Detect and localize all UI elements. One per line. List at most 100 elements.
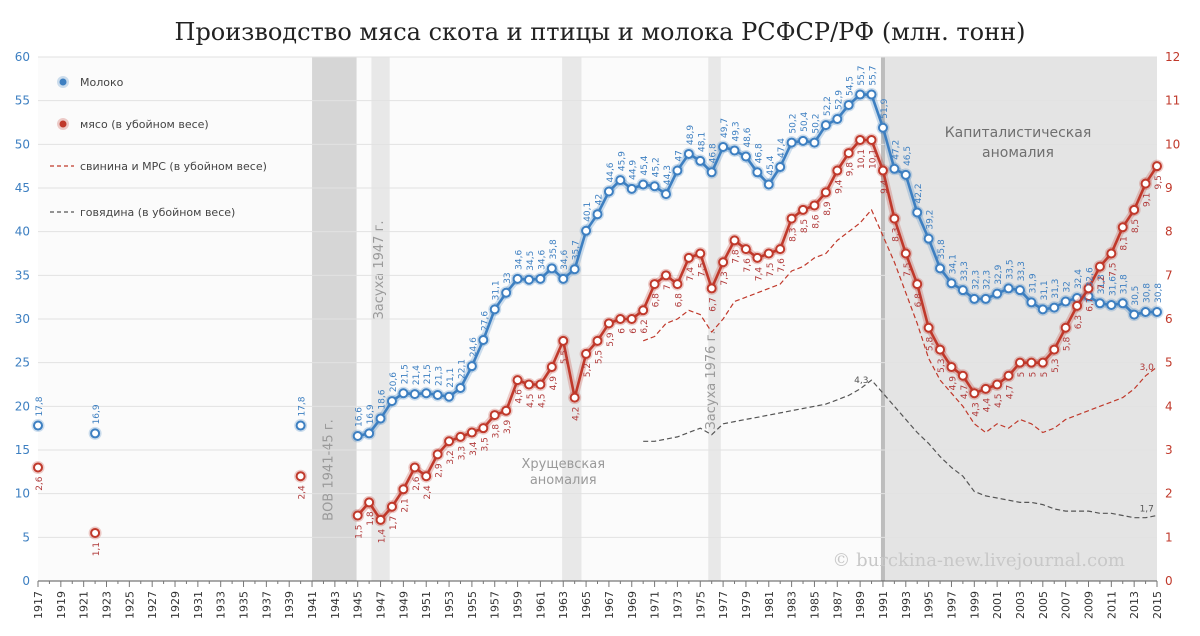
x-tick-1921: 1921 bbox=[78, 591, 91, 619]
series-2-line-0 bbox=[642, 209, 1158, 434]
series-1-point-1957 bbox=[489, 410, 500, 421]
series-1-point-1986 bbox=[820, 187, 831, 198]
series-1-point-2013 bbox=[1129, 204, 1140, 215]
series-0-label-2000: 32,3 bbox=[983, 270, 993, 290]
x-tick-1931: 1931 bbox=[192, 591, 205, 619]
x-tick-1977: 1977 bbox=[717, 591, 730, 619]
series-1-label-2009: 6,7 bbox=[1085, 297, 1095, 311]
series-0-point-1999 bbox=[969, 293, 980, 304]
series-layer bbox=[31, 88, 1164, 540]
series-0-point-2015 bbox=[1152, 307, 1162, 318]
y-right-tick-0: 0 bbox=[1165, 574, 1173, 588]
series-1-point-2004 bbox=[1026, 357, 1037, 368]
series-0-point-1953 bbox=[444, 391, 455, 402]
series-0-label-1955: 24,6 bbox=[469, 337, 479, 357]
series-1-point-1953 bbox=[444, 436, 455, 447]
chart-title: Производство мяса скота и птицы и молока… bbox=[175, 18, 1026, 46]
x-tick-1961: 1961 bbox=[534, 591, 547, 619]
series-0-point-1992 bbox=[889, 163, 900, 174]
y-right-tick-9: 9 bbox=[1165, 181, 1173, 195]
series-0-point-1980 bbox=[752, 167, 763, 178]
y-left-tick-20: 20 bbox=[15, 399, 30, 413]
series-0-point-2006 bbox=[1049, 302, 1060, 313]
series-1-point-1988 bbox=[843, 148, 854, 159]
series-1-label-2010: 7,2 bbox=[1097, 276, 1107, 290]
series-1-label-1922: 1,1 bbox=[92, 542, 102, 556]
series-0-point-2014 bbox=[1140, 307, 1151, 318]
x-tick-1919: 1919 bbox=[55, 591, 68, 619]
legend-label-0: Молоко bbox=[80, 76, 124, 89]
series-0-label-1981: 45,4 bbox=[766, 155, 776, 175]
series-1-label-1969: 6 bbox=[629, 328, 639, 334]
series-0-point-1955 bbox=[466, 361, 477, 372]
series-0-point-1961 bbox=[535, 273, 546, 284]
series-0-label-1917: 17,8 bbox=[35, 396, 45, 416]
series-1-point-1981 bbox=[763, 248, 774, 259]
series-1-label-1987: 9,4 bbox=[834, 179, 844, 194]
y-right-tick-4: 4 bbox=[1165, 399, 1173, 413]
series-0-label-2004: 31,9 bbox=[1028, 273, 1038, 293]
series-1-label-1996: 5,3 bbox=[937, 359, 947, 373]
x-tick-2015: 2015 bbox=[1151, 591, 1164, 619]
series-1-point-1985 bbox=[809, 200, 820, 211]
series-1-label-1980: 7,4 bbox=[754, 267, 764, 282]
y-right-tick-6: 6 bbox=[1165, 312, 1173, 326]
series-1-point-2003 bbox=[1014, 357, 1025, 368]
series-0-point-1988 bbox=[843, 100, 854, 111]
y-left-tick-50: 50 bbox=[15, 137, 30, 151]
series-0-point-1922 bbox=[90, 428, 101, 439]
x-tick-1989: 1989 bbox=[854, 591, 867, 619]
series-1-point-1966 bbox=[592, 335, 603, 346]
series-1-label-1986: 8,9 bbox=[823, 201, 833, 216]
x-tick-1955: 1955 bbox=[466, 591, 479, 619]
series-3-label-1989: 4,3 bbox=[854, 376, 868, 386]
series-1-label-1985: 8,6 bbox=[811, 214, 821, 229]
series-0-label-2001: 32,9 bbox=[994, 264, 1004, 284]
series-0-point-1945 bbox=[352, 431, 363, 442]
series-1-point-1978 bbox=[729, 235, 740, 246]
series-0-point-1973 bbox=[672, 165, 683, 176]
series-1-label-1983: 8,3 bbox=[789, 228, 799, 242]
series-0-point-1964 bbox=[569, 264, 580, 275]
y-left-tick-5: 5 bbox=[22, 530, 30, 544]
series-0-label-2013: 30,5 bbox=[1131, 286, 1141, 306]
series-1-point-1972 bbox=[661, 270, 672, 281]
series-1-label-1961: 4,5 bbox=[537, 394, 547, 408]
x-tick-1947: 1947 bbox=[375, 591, 388, 619]
x-tick-2009: 2009 bbox=[1082, 591, 1095, 619]
series-1-label-1948: 1,7 bbox=[389, 516, 399, 530]
x-tick-1965: 1965 bbox=[580, 591, 593, 619]
series-0-point-1975 bbox=[695, 155, 706, 166]
x-tick-1935: 1935 bbox=[238, 591, 251, 619]
series-0-point-1952 bbox=[432, 389, 443, 400]
band-label-2: Засуха 1976 г. bbox=[704, 330, 719, 429]
series-1-label-2000: 4,4 bbox=[983, 398, 993, 413]
series-1-point-1962 bbox=[546, 362, 557, 373]
x-tick-1997: 1997 bbox=[945, 591, 958, 619]
series-0-label-2006: 31,3 bbox=[1051, 279, 1061, 299]
series-1-label-1991: 9,4 bbox=[880, 179, 890, 194]
series-0-label-1995: 39,2 bbox=[926, 210, 936, 230]
series-0-point-1993 bbox=[900, 169, 911, 180]
series-0-point-1970 bbox=[638, 179, 649, 190]
series-1-point-1987 bbox=[832, 165, 843, 176]
series-1-label-1979: 7,6 bbox=[743, 258, 753, 273]
series-1-point-1952 bbox=[432, 449, 443, 460]
series-1-point-1968 bbox=[615, 314, 626, 324]
series-1-label-1974: 7,4 bbox=[686, 267, 696, 282]
x-tick-1939: 1939 bbox=[283, 591, 296, 619]
series-0-point-1972 bbox=[661, 189, 672, 200]
series-1-label-2006: 5,3 bbox=[1051, 359, 1061, 373]
series-1-label-1917: 2,6 bbox=[35, 476, 45, 491]
series-0-label-1946: 16,9 bbox=[366, 404, 376, 424]
series-1-label-1947: 1,4 bbox=[378, 529, 388, 544]
series-0-point-1997 bbox=[946, 278, 957, 289]
series-0-point-2012 bbox=[1117, 298, 1128, 309]
series-0-label-1987: 52,9 bbox=[834, 90, 844, 110]
y-left-tick-55: 55 bbox=[15, 94, 30, 108]
y-right-tick-7: 7 bbox=[1165, 268, 1173, 282]
series-1-label-1977: 7,3 bbox=[720, 271, 730, 285]
series-1-label-1963: 5,5 bbox=[560, 350, 570, 364]
series-0-label-1952: 21,3 bbox=[435, 366, 445, 386]
